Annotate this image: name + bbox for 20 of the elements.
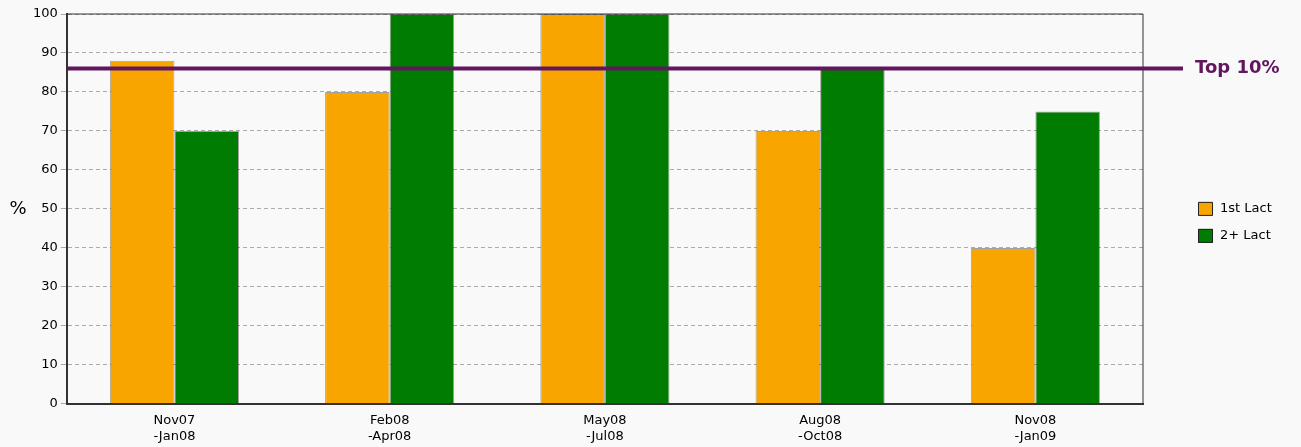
x-tick-label: Aug08 -Oct08: [798, 411, 843, 443]
y-tick-label: 20: [41, 317, 58, 333]
y-tick-label: 60: [41, 161, 58, 177]
x-tick-label: Nov08 -Jan09: [1014, 411, 1057, 443]
y-tick-label: 90: [41, 44, 58, 60]
y-tick-label: 40: [41, 239, 58, 255]
y-tick-label: 100: [32, 5, 58, 21]
y-tick-label: 80: [41, 83, 58, 99]
x-tick-label: May08 -Jul08: [583, 411, 627, 443]
x-tick-label: Nov07 -Jan08: [153, 411, 196, 443]
legend-label: 2+ Lact: [1220, 227, 1271, 243]
ref-line-label: Top 10%: [1195, 56, 1280, 78]
y-tick-label: 50: [41, 200, 58, 216]
x-tick-label: Feb08 -Apr08: [367, 411, 412, 443]
y-tick-label: 0: [49, 395, 58, 411]
y-tick-label: 70: [41, 122, 58, 138]
y-tick-label: 10: [41, 356, 58, 372]
y-tick-label: 30: [41, 278, 58, 294]
y-axis-title: %: [9, 196, 27, 218]
legend-label: 1st Lact: [1220, 200, 1272, 216]
